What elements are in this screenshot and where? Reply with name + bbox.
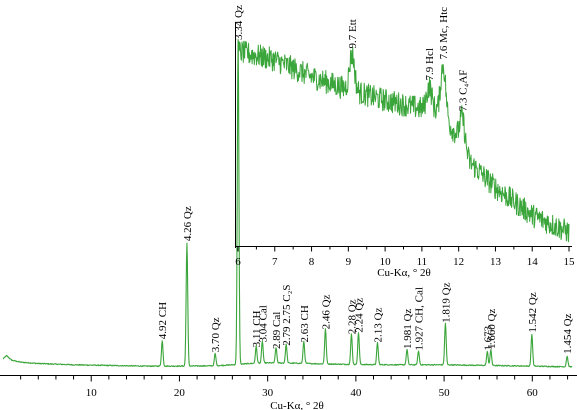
main-peak-labels: 4.92 CH 4.26 Qz 3.70 Qz 3.34 Qz 3.11 CH3.04 …	[157, 5, 574, 354]
x-tick-label: 60	[527, 387, 539, 399]
inset-x-tick-label: 8	[309, 256, 315, 268]
inset-x-tick-label: 10	[380, 256, 392, 268]
peak-label: 4.92 CH	[157, 302, 169, 339]
peak-label: 3.04 Cal	[257, 305, 269, 342]
peak-label: 4.26 Qz	[182, 206, 194, 241]
x-tick-label: 40	[350, 387, 362, 399]
x-tick-label: 30	[262, 387, 274, 399]
inset-peak-label: 7.6 Mc, Htc	[438, 7, 450, 60]
peak-label: 2.79 2.75 C₂S	[281, 284, 293, 345]
inset-peak-label: 7.3 C₄AF	[457, 70, 469, 112]
peak-label: 2.28 Qz	[346, 299, 358, 334]
peak-label: 1.673	[482, 325, 494, 350]
main-x-ticks: 10 20 30 40 50 60	[20, 375, 569, 399]
inset-x-tick-label: 6	[235, 256, 241, 268]
main-pattern-plot: 4.92 CH 4.26 Qz 3.70 Qz 3.34 Qz 3.11 CH3.04 …	[0, 5, 577, 410]
peak-label: 1.454 Qz	[562, 313, 574, 353]
peak-label: 3.11 CH	[251, 310, 263, 347]
peak-label: 2.13 Qz	[372, 308, 384, 343]
main-series-line	[2, 39, 573, 368]
peak-label: 2.24 Qz	[354, 298, 366, 333]
inset-x-tick-label: 7	[272, 256, 278, 268]
x-tick-label: 10	[86, 387, 98, 399]
inset-peak-label: 9.7 Ett	[347, 19, 359, 48]
inset-x-tick-label: 11	[417, 256, 428, 268]
peak-label: 1.819 Qz	[440, 282, 452, 322]
peak-label: 2.46 Qz	[320, 294, 332, 329]
peak-label: 2.63 CH	[299, 305, 311, 342]
inset-peak-label: 7.9 Hcl	[424, 48, 436, 80]
inset-x-tick-label: 14	[527, 256, 539, 268]
peak-label: 3.34 Qz	[233, 5, 245, 40]
peak-label: 1.927 CH, Cal	[414, 287, 426, 351]
peak-label: 1.542 Qz	[527, 292, 539, 332]
peak-label: 3.70 Qz	[210, 317, 222, 352]
inset-x-tick-label: 9	[346, 256, 352, 268]
main-x-axis-title: Cu-Kα, ° 2θ	[270, 400, 324, 410]
inset-series-line	[237, 40, 570, 243]
inset-x-tick-label: 13	[490, 256, 502, 268]
peak-label: 1.660 Qz	[486, 309, 498, 349]
inset-x-tick-label: 12	[453, 256, 464, 268]
x-tick-label: 20	[174, 387, 186, 399]
peak-label: 2.89 Cal	[271, 312, 283, 349]
peak-label: 1.981 Qz	[402, 309, 414, 349]
inset-x-tick-label: 15	[564, 256, 576, 268]
x-tick-label: 50	[439, 387, 451, 399]
inset-x-axis-title: Cu-Kα, ° 2θ	[377, 267, 431, 279]
inset-x-ticks: 6 7 8 9 10 11 12 13 14 15	[235, 246, 576, 268]
